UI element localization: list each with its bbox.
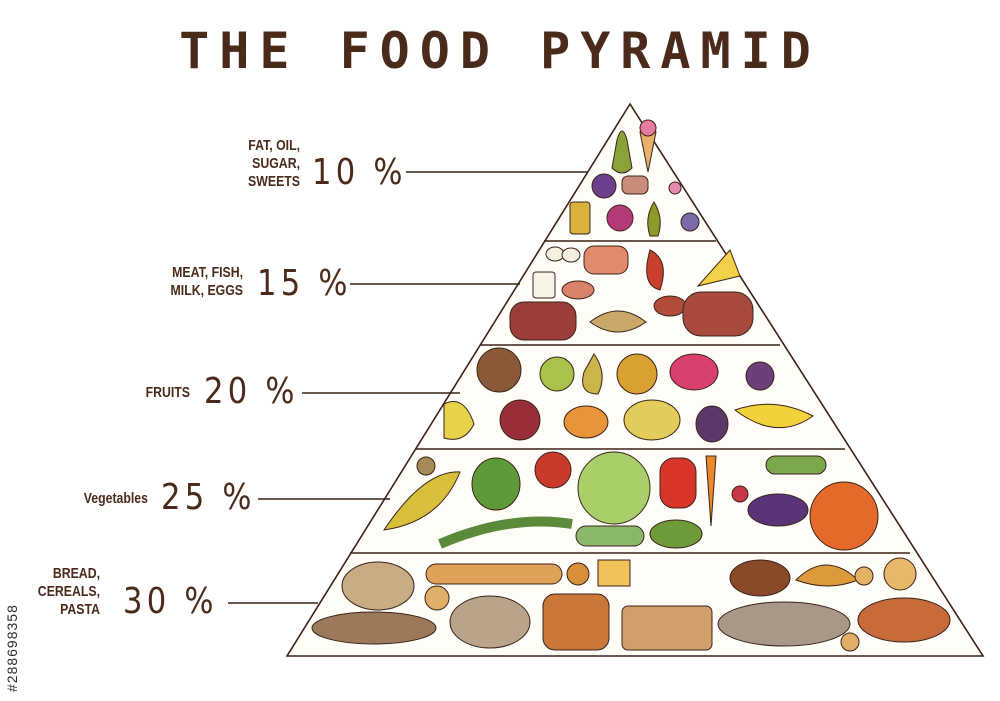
- salmon-steak-icon: [583, 245, 629, 275]
- cheese-icon: [696, 249, 741, 287]
- onion-icon: [416, 456, 436, 476]
- ham-icon: [509, 301, 577, 341]
- page-title: THE FOOD PYRAMID: [179, 22, 821, 80]
- level-percent-protein: 15 %: [257, 263, 352, 304]
- pomegranate-icon: [499, 399, 541, 441]
- bread-basket-icon: [621, 605, 713, 651]
- tier-sweets-foods: [569, 119, 700, 237]
- level-label-vegetables: Vegetables: [83, 490, 148, 507]
- rye-loaf-icon: [311, 611, 437, 645]
- level-label-sweets: FAT, OIL, SUGAR, SWEETS: [248, 137, 300, 190]
- donut-icon: [680, 212, 700, 232]
- cookie-icon: [840, 632, 860, 652]
- broccoli-icon: [471, 457, 521, 511]
- sourdough-icon: [449, 595, 531, 649]
- bagel-icon: [854, 566, 874, 586]
- oil-cruet-icon: [647, 201, 661, 237]
- level-percent-fruits: 20 %: [204, 371, 299, 412]
- tart-icon: [606, 204, 634, 232]
- berry-cake-icon: [591, 173, 617, 199]
- long-loaf-icon: [717, 601, 851, 647]
- level-percent-vegetables: 25 %: [161, 477, 256, 518]
- tier-bread-cereals: [311, 557, 951, 652]
- zucchini-icon: [575, 525, 645, 547]
- carrot-icon: [705, 455, 717, 527]
- level-label-fruits: FRUITS: [145, 384, 190, 401]
- round-bread-icon: [341, 561, 415, 611]
- plum-icon: [695, 405, 729, 443]
- bun-icon: [883, 557, 917, 591]
- oil-jar-icon: [569, 201, 591, 235]
- braided-bread-icon: [729, 559, 791, 597]
- level-label-protein: MEAT, FISH, MILK, EGGS: [170, 264, 243, 299]
- pretzel-icon: [566, 562, 590, 586]
- apple-icon: [539, 356, 575, 392]
- olive-oil-bottle-icon: [611, 130, 633, 174]
- shrimp-icon: [561, 280, 595, 300]
- steak-icon: [682, 291, 754, 337]
- radish-icon: [731, 485, 749, 503]
- pear-icon: [582, 353, 603, 395]
- level-percent-sweets: 10 %: [312, 152, 407, 193]
- tier-vegetables: [382, 451, 879, 551]
- fish-icon: [589, 310, 647, 333]
- orange-icon: [616, 353, 658, 395]
- muffin-icon: [621, 175, 649, 195]
- small-bun-icon: [424, 585, 450, 611]
- pie-icon: [857, 597, 951, 643]
- green-beans-icon: [765, 455, 827, 475]
- cabbage-icon: [577, 451, 651, 525]
- bell-pepper-icon: [659, 457, 697, 509]
- pineapple-icon: [623, 399, 681, 441]
- tier-fruits: [443, 347, 814, 443]
- candy-icon: [668, 181, 682, 195]
- tier-protein-foods: [509, 245, 754, 341]
- waffle-icon: [597, 559, 631, 587]
- egg-icon: [545, 246, 565, 262]
- coconut-icon: [476, 347, 522, 393]
- quince-icon: [443, 401, 475, 440]
- stock-watermark: #288698358: [4, 604, 20, 692]
- baguette-icon: [425, 563, 563, 585]
- eggplant-icon: [747, 493, 809, 527]
- dragon-fruit-icon: [669, 353, 719, 391]
- lobster-icon: [646, 249, 664, 291]
- banana-icon: [733, 403, 814, 429]
- avocado-icon: [649, 519, 703, 549]
- level-percent-bread: 30 %: [123, 581, 218, 622]
- grapes-icon: [745, 361, 775, 391]
- leek-icon: [438, 516, 573, 549]
- chicken-leg-icon: [653, 295, 687, 317]
- corn-icon: [382, 471, 461, 531]
- tomato-icon: [534, 451, 572, 489]
- milk-glass-icon: [532, 271, 556, 299]
- pumpkin-icon: [809, 481, 879, 551]
- papaya-icon: [563, 405, 609, 439]
- sandwich-loaf-icon: [542, 593, 610, 651]
- level-label-bread: BREAD, CEREALS, PASTA: [37, 565, 100, 618]
